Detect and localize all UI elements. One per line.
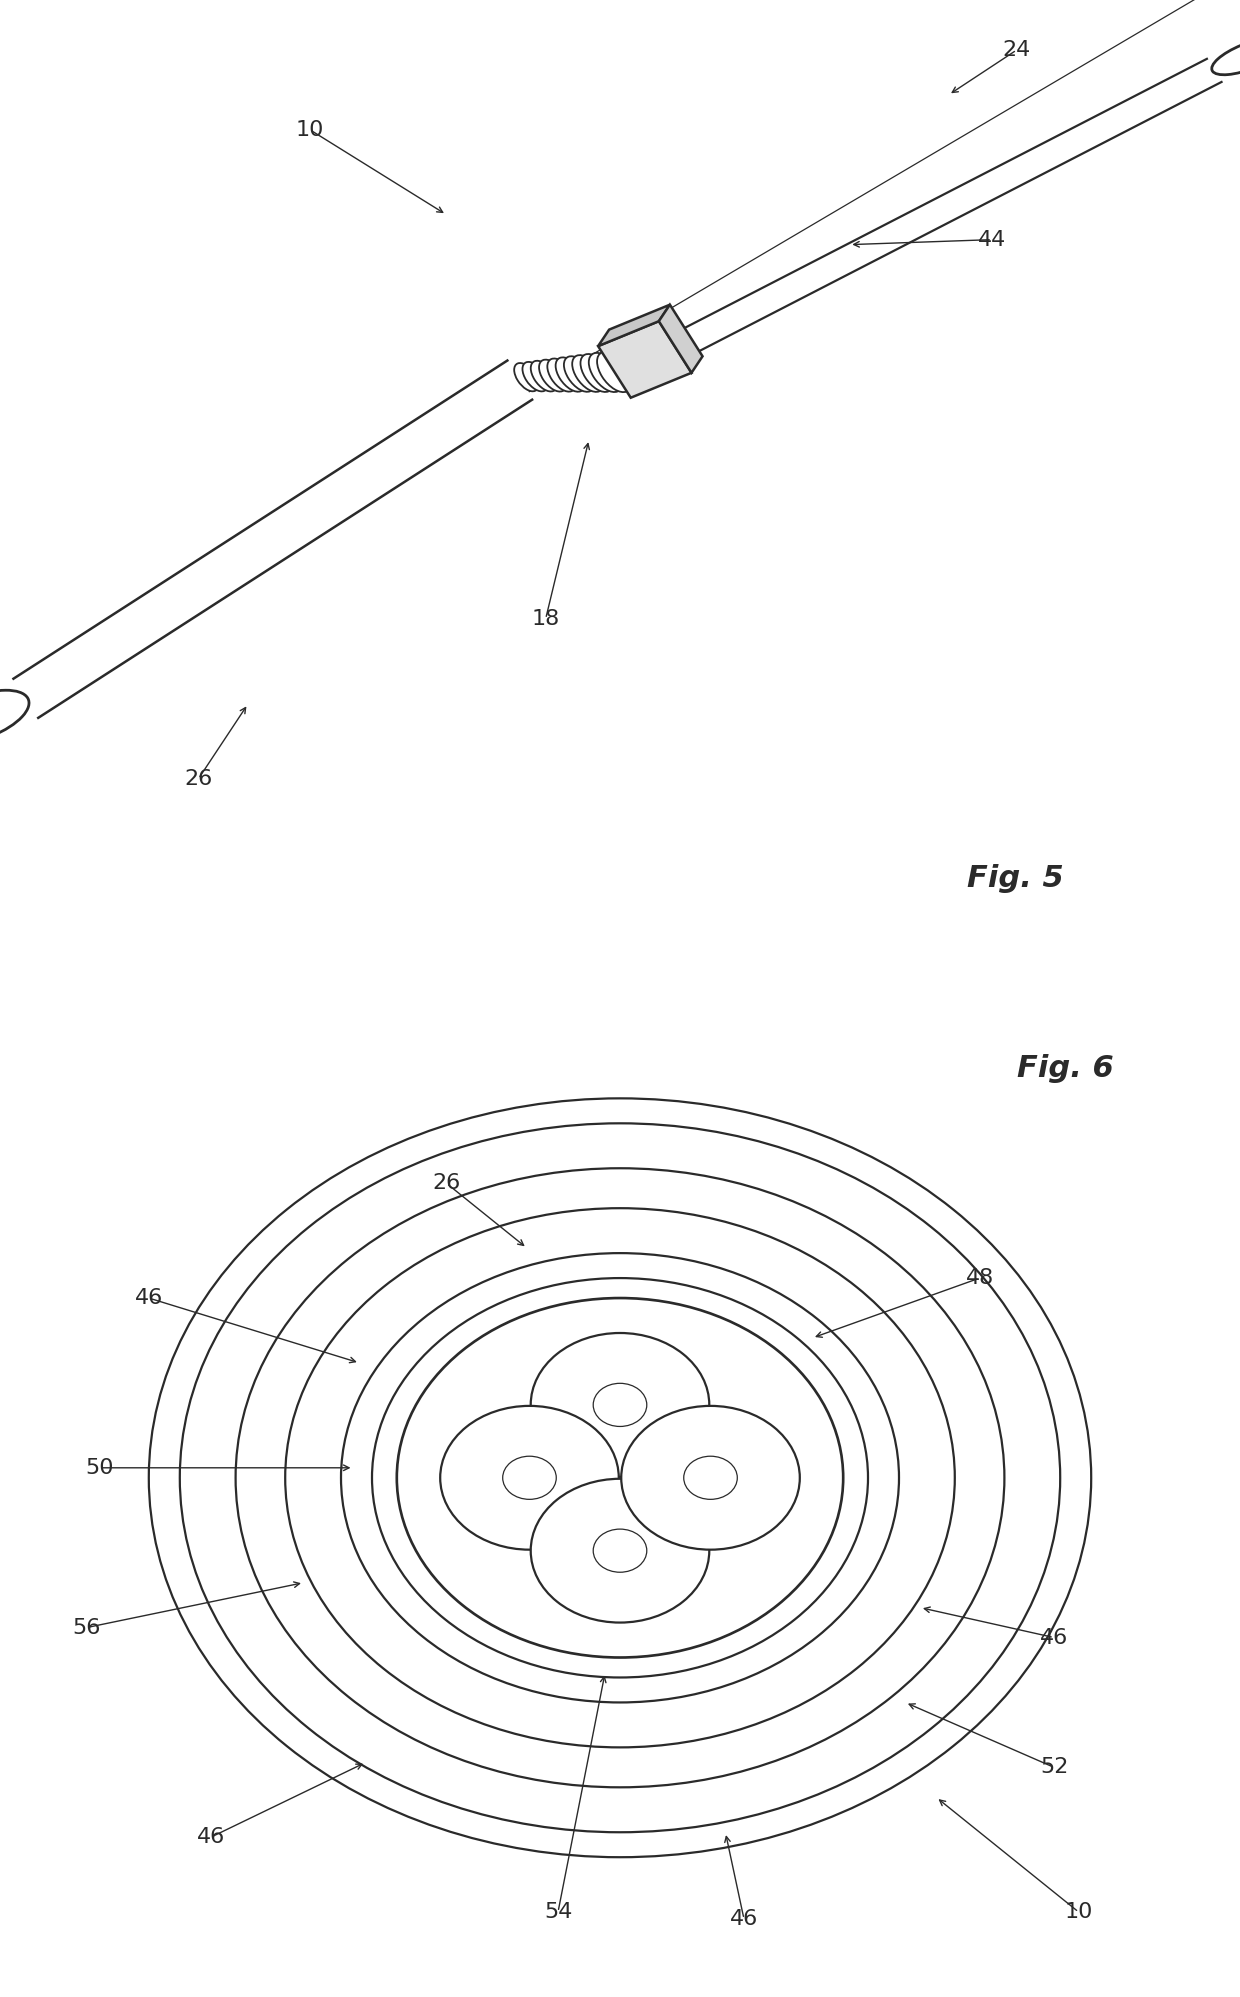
Text: 46: 46: [197, 1827, 224, 1847]
Polygon shape: [598, 306, 670, 345]
Text: 46: 46: [135, 1288, 162, 1308]
Ellipse shape: [547, 359, 575, 391]
Text: 10: 10: [296, 120, 324, 140]
Text: 10: 10: [1065, 1901, 1092, 1923]
Circle shape: [397, 1298, 843, 1658]
Ellipse shape: [515, 363, 538, 391]
Text: Fig. 5: Fig. 5: [967, 865, 1064, 893]
Text: Fig. 6: Fig. 6: [1017, 1054, 1114, 1082]
Circle shape: [531, 1334, 709, 1478]
Text: 48: 48: [966, 1268, 993, 1288]
Text: 52: 52: [1040, 1757, 1068, 1777]
Polygon shape: [598, 322, 692, 397]
Ellipse shape: [522, 361, 548, 391]
Ellipse shape: [598, 351, 631, 391]
Text: 46: 46: [730, 1909, 758, 1929]
Text: 50: 50: [86, 1458, 113, 1478]
Ellipse shape: [572, 355, 604, 391]
Text: 44: 44: [978, 230, 1006, 250]
Ellipse shape: [589, 353, 622, 391]
Ellipse shape: [0, 691, 29, 745]
Ellipse shape: [564, 355, 594, 391]
Polygon shape: [680, 58, 1223, 353]
Text: 24: 24: [1003, 40, 1030, 60]
Text: 18: 18: [532, 609, 559, 629]
Ellipse shape: [531, 361, 557, 391]
Ellipse shape: [556, 357, 585, 391]
Text: 46: 46: [1040, 1628, 1068, 1648]
Circle shape: [621, 1406, 800, 1550]
Circle shape: [440, 1406, 619, 1550]
Polygon shape: [12, 359, 533, 719]
Ellipse shape: [580, 353, 613, 391]
Ellipse shape: [1211, 38, 1240, 74]
Polygon shape: [658, 306, 703, 373]
Circle shape: [531, 1478, 709, 1622]
Text: 56: 56: [73, 1618, 100, 1638]
Text: 54: 54: [544, 1901, 572, 1923]
Text: 26: 26: [185, 769, 212, 789]
Text: 26: 26: [433, 1172, 460, 1194]
Ellipse shape: [539, 359, 567, 391]
